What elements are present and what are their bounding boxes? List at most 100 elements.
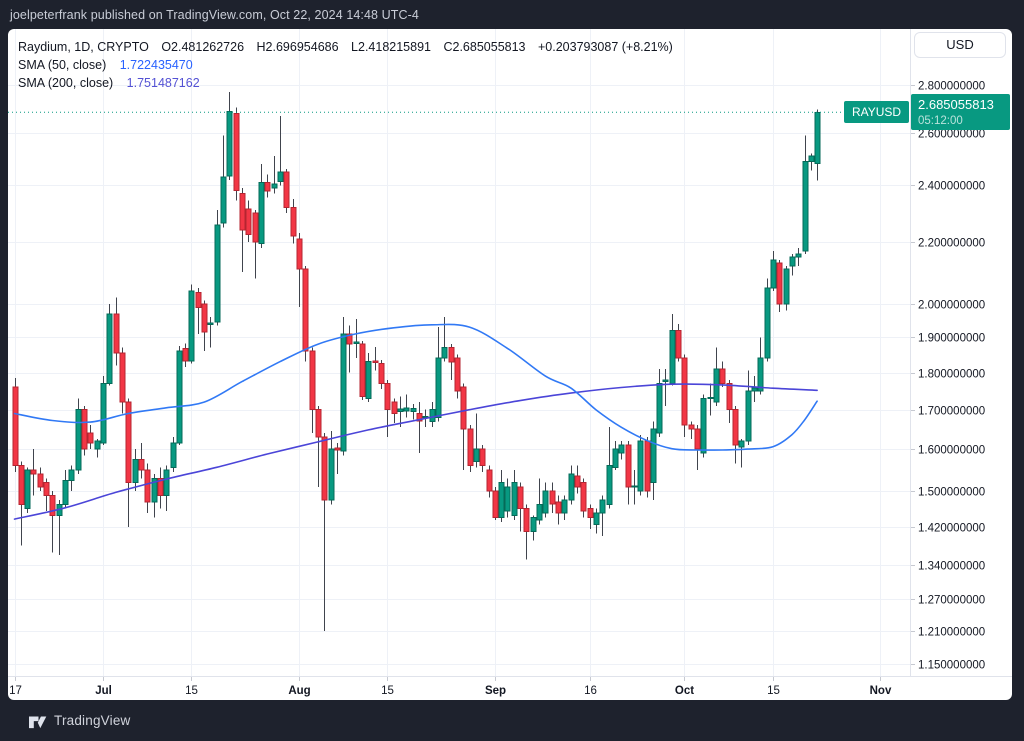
candle-up <box>631 485 638 488</box>
candle-down <box>87 432 94 444</box>
candle-down <box>681 357 688 426</box>
candle-up <box>106 313 113 384</box>
candle-up <box>814 111 821 165</box>
candle-down <box>113 313 120 354</box>
candle-down <box>12 386 19 467</box>
candle-up <box>435 357 442 418</box>
candle-up <box>277 171 284 182</box>
candle-up <box>328 448 335 501</box>
y-axis-label: 1.210000000 <box>918 627 985 639</box>
candle-down <box>157 477 164 496</box>
candle-down <box>239 193 246 231</box>
x-axis-label: Jul <box>95 685 112 697</box>
candle-down <box>309 350 316 411</box>
candle-up <box>789 256 796 267</box>
y-axis-label: 1.800000000 <box>918 369 985 381</box>
y-axis-label: 1.420000000 <box>918 523 985 535</box>
candle-up <box>783 268 790 305</box>
candle-up <box>700 397 707 454</box>
candle-down <box>201 303 208 333</box>
candle-down <box>119 352 126 403</box>
candle-up <box>132 458 139 483</box>
candle-up <box>561 499 568 514</box>
y-axis-label: 2.600000000 <box>918 129 985 141</box>
currency-toggle-button[interactable]: USD <box>914 32 1006 58</box>
tradingview-brand-text: TradingView <box>54 713 131 728</box>
candle-up <box>151 477 158 503</box>
candle-down <box>346 333 353 345</box>
candle-down <box>644 440 651 492</box>
candle-down <box>81 409 88 450</box>
candle-up <box>397 408 404 413</box>
candle-up <box>498 482 505 519</box>
candle-up <box>226 111 233 177</box>
y-axis-label: 1.900000000 <box>918 333 985 345</box>
candle-down <box>416 413 423 422</box>
candle-down <box>574 475 581 488</box>
x-axis-label: 15 <box>185 685 198 697</box>
candle-down <box>43 482 50 496</box>
candle-up <box>650 428 657 484</box>
candle-down <box>18 465 25 505</box>
x-axis-label: Aug <box>288 685 310 697</box>
candle-down <box>37 473 44 488</box>
y-axis-label: 2.800000000 <box>918 81 985 93</box>
candle-down <box>625 444 632 488</box>
x-axis-label: Nov <box>870 685 892 697</box>
attribution-bar: joelpeterfrank published on TradingView.… <box>0 0 1024 29</box>
y-axis-label: 2.000000000 <box>918 300 985 312</box>
candle-up <box>75 409 82 471</box>
x-axis-label: Sep <box>485 685 506 697</box>
candle-up <box>808 155 815 162</box>
candle-up <box>618 444 625 454</box>
candle-up <box>220 176 227 224</box>
candlestick-chart[interactable]: 2.800000000 2.600000000 2.400000000 2.20000… <box>8 29 1012 700</box>
sma-200-line <box>13 383 818 520</box>
candle-up <box>662 379 669 383</box>
candle-up <box>473 448 480 462</box>
candle-down <box>138 458 145 471</box>
candle-up <box>410 408 417 413</box>
candle-up <box>94 440 101 450</box>
candle-down <box>49 495 56 516</box>
x-axis-label: 16 <box>584 685 597 697</box>
candle-up <box>441 347 448 359</box>
candle-up <box>745 390 752 442</box>
x-axis-label: 15 <box>381 685 394 697</box>
candle-up <box>170 442 177 469</box>
candle-down <box>549 490 556 505</box>
candle-down <box>523 508 530 532</box>
candle-up <box>530 517 537 532</box>
candle-up <box>214 224 221 323</box>
candle-down <box>290 206 297 237</box>
candle-up <box>188 290 195 362</box>
candle-down <box>719 368 726 384</box>
candle-down <box>233 113 240 192</box>
x-axis-label: 15 <box>767 685 780 697</box>
candle-down <box>144 469 151 503</box>
current-price-box: 2.685055813 05:12:00 <box>911 94 1010 130</box>
candle-up <box>429 409 436 422</box>
candle-down <box>580 482 587 512</box>
candle-up <box>599 499 606 514</box>
candle-down <box>555 501 562 514</box>
candle-up <box>637 440 644 492</box>
candle-up <box>271 183 278 189</box>
candle-down <box>391 401 398 415</box>
candle-down <box>486 469 493 492</box>
candle-down <box>30 469 37 475</box>
footer-bar: TradingView <box>0 700 1024 741</box>
candle-down <box>587 508 594 519</box>
candle-up <box>207 322 214 325</box>
candle-up <box>504 486 511 512</box>
y-axis-label: 1.340000000 <box>918 561 985 573</box>
tradingview-logo[interactable]: TradingView <box>28 713 131 729</box>
candle-up <box>764 287 771 359</box>
candle-down <box>675 330 682 359</box>
y-axis-label: 1.700000000 <box>918 406 985 418</box>
candle-up <box>612 448 619 469</box>
candle-down <box>467 428 474 467</box>
candle-up <box>365 361 372 399</box>
candle-up <box>163 469 170 496</box>
candle-up <box>511 482 518 516</box>
